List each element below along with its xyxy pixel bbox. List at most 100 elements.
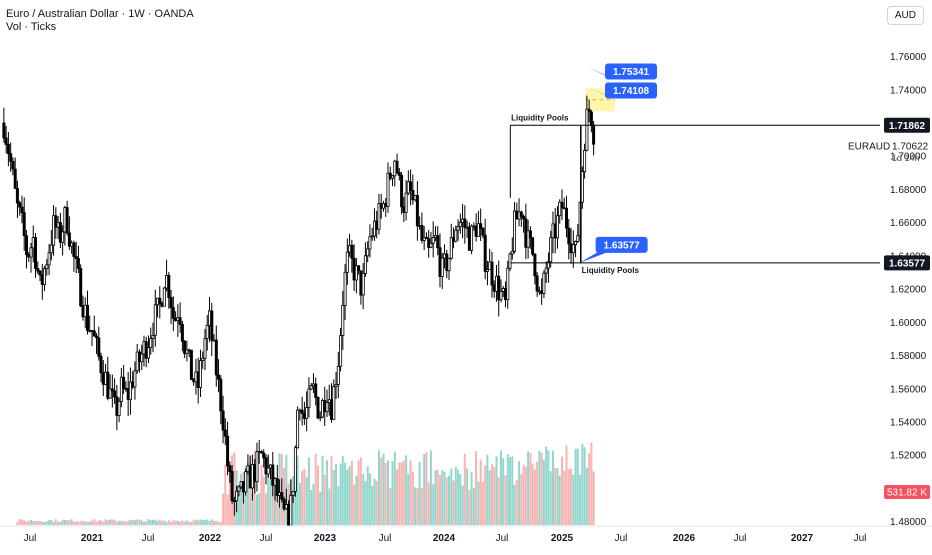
- candle[interactable]: [149, 338, 153, 349]
- candle[interactable]: [361, 272, 365, 296]
- candle[interactable]: [119, 376, 123, 402]
- candle[interactable]: [257, 451, 261, 454]
- candle[interactable]: [61, 231, 65, 243]
- candle[interactable]: [553, 223, 557, 239]
- candle[interactable]: [424, 236, 428, 239]
- candle[interactable]: [359, 270, 363, 296]
- candle[interactable]: [339, 335, 343, 367]
- candle[interactable]: [228, 465, 232, 472]
- candle[interactable]: [533, 253, 537, 277]
- candle[interactable]: [144, 341, 148, 359]
- candle[interactable]: [76, 258, 80, 269]
- candle[interactable]: [4, 137, 8, 145]
- candle[interactable]: [368, 236, 372, 250]
- candle[interactable]: [259, 451, 263, 454]
- candle[interactable]: [18, 202, 22, 208]
- candle[interactable]: [232, 500, 236, 503]
- candle[interactable]: [128, 381, 132, 401]
- candle[interactable]: [447, 257, 451, 272]
- candle[interactable]: [88, 329, 92, 332]
- candle[interactable]: [508, 253, 512, 269]
- candle[interactable]: [194, 371, 198, 383]
- candle[interactable]: [135, 351, 139, 372]
- volume-badge[interactable]: [884, 485, 930, 499]
- candle[interactable]: [198, 360, 202, 388]
- candle[interactable]: [571, 244, 575, 254]
- candle[interactable]: [370, 235, 374, 238]
- candle[interactable]: [230, 471, 234, 502]
- candle[interactable]: [124, 387, 128, 390]
- candle[interactable]: [465, 226, 469, 229]
- candle[interactable]: [307, 388, 311, 408]
- candle[interactable]: [43, 268, 47, 285]
- candle[interactable]: [255, 451, 259, 483]
- candle[interactable]: [501, 288, 505, 292]
- candle[interactable]: [47, 252, 51, 266]
- candle[interactable]: [490, 261, 494, 286]
- candle[interactable]: [214, 339, 218, 376]
- candle[interactable]: [456, 226, 460, 231]
- price-callout[interactable]: [595, 236, 648, 253]
- candle[interactable]: [223, 429, 227, 437]
- candle[interactable]: [113, 390, 117, 398]
- candle[interactable]: [67, 232, 71, 247]
- candle[interactable]: [54, 215, 58, 228]
- candle[interactable]: [506, 267, 510, 301]
- candle[interactable]: [397, 172, 401, 176]
- candle[interactable]: [556, 215, 560, 239]
- candle[interactable]: [451, 237, 455, 242]
- candle[interactable]: [203, 338, 207, 359]
- candle[interactable]: [72, 242, 76, 257]
- candle[interactable]: [542, 272, 546, 295]
- candle[interactable]: [558, 201, 562, 217]
- candle[interactable]: [117, 400, 121, 416]
- candle[interactable]: [241, 481, 245, 493]
- candle[interactable]: [235, 490, 239, 502]
- candle[interactable]: [86, 304, 90, 331]
- candle[interactable]: [2, 122, 6, 139]
- candle[interactable]: [485, 269, 489, 272]
- candle[interactable]: [221, 410, 225, 431]
- candle[interactable]: [293, 447, 297, 492]
- candle[interactable]: [332, 385, 336, 420]
- candle[interactable]: [20, 206, 24, 214]
- candle[interactable]: [329, 399, 333, 420]
- candle[interactable]: [79, 267, 83, 307]
- candle[interactable]: [158, 297, 162, 305]
- candle[interactable]: [348, 244, 352, 253]
- candle[interactable]: [325, 401, 329, 413]
- candle[interactable]: [458, 222, 462, 228]
- candle[interactable]: [404, 192, 408, 213]
- candle[interactable]: [377, 202, 381, 230]
- candle[interactable]: [185, 349, 189, 354]
- candle[interactable]: [273, 478, 277, 486]
- candle[interactable]: [544, 267, 548, 274]
- candle[interactable]: [300, 409, 304, 414]
- candle[interactable]: [22, 212, 26, 237]
- candle[interactable]: [253, 464, 257, 483]
- candle[interactable]: [189, 349, 193, 380]
- candle[interactable]: [379, 202, 383, 209]
- candle[interactable]: [519, 211, 523, 217]
- candle[interactable]: [271, 464, 275, 486]
- candle[interactable]: [246, 465, 250, 472]
- candle[interactable]: [36, 268, 40, 272]
- candle[interactable]: [513, 210, 517, 252]
- candle[interactable]: [560, 201, 564, 209]
- candle[interactable]: [169, 297, 173, 309]
- candle[interactable]: [592, 125, 596, 145]
- candle[interactable]: [34, 237, 38, 269]
- candle[interactable]: [146, 347, 150, 359]
- candle[interactable]: [483, 234, 487, 272]
- candle[interactable]: [196, 371, 200, 388]
- candle[interactable]: [284, 504, 288, 510]
- candle[interactable]: [343, 271, 347, 306]
- candle[interactable]: [155, 297, 159, 306]
- candle[interactable]: [497, 275, 501, 301]
- candle[interactable]: [492, 284, 496, 292]
- candle[interactable]: [549, 237, 553, 263]
- candle[interactable]: [316, 396, 320, 419]
- candle[interactable]: [334, 384, 338, 387]
- candle[interactable]: [390, 175, 394, 179]
